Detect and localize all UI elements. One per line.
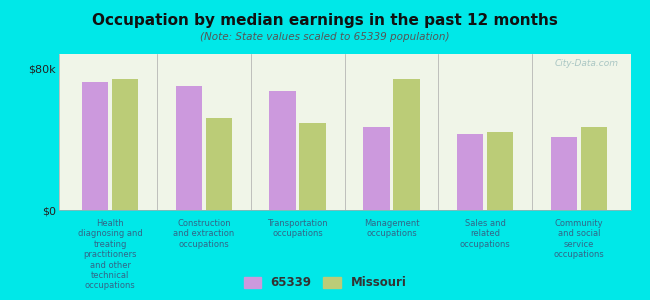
Bar (176, 86, 202, 210)
Text: City-Data.com: City-Data.com (555, 59, 619, 68)
Bar (551, 137, 577, 210)
Text: (Note: State values scaled to 65339 population): (Note: State values scaled to 65339 popu… (200, 32, 450, 41)
Bar (205, 118, 232, 210)
Bar (393, 79, 419, 210)
Bar (487, 132, 514, 210)
Text: Sales and
related
occupations: Sales and related occupations (460, 219, 510, 249)
Text: Health
diagnosing and
treating
practitioners
and other
technical
occupations: Health diagnosing and treating practitio… (78, 219, 142, 290)
Bar (270, 91, 296, 210)
Text: Construction
and extraction
occupations: Construction and extraction occupations (173, 219, 235, 249)
Text: Management
occupations: Management occupations (363, 219, 419, 239)
Bar (581, 127, 607, 210)
Bar (457, 134, 484, 210)
Bar (112, 79, 138, 210)
Text: Transportation
occupations: Transportation occupations (267, 219, 328, 239)
Legend: 65339, Missouri: 65339, Missouri (239, 272, 411, 294)
Bar (363, 127, 389, 210)
Text: Occupation by median earnings in the past 12 months: Occupation by median earnings in the pas… (92, 14, 558, 28)
Bar (82, 82, 108, 210)
Text: Community
and social
service
occupations: Community and social service occupations (554, 219, 604, 259)
Bar (300, 123, 326, 210)
